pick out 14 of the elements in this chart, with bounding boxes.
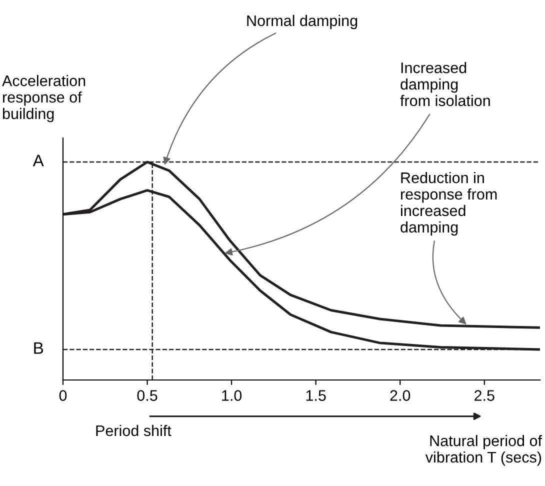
ref-line-label: A — [32, 154, 44, 166]
x-axis-title: Natural period of vibration T (secs) — [425, 435, 542, 466]
x-tick-label: 1.0 — [222, 390, 242, 401]
text: Period shift — [96, 424, 172, 436]
annotation: Normal damping — [247, 14, 358, 30]
x-tick-label: 1.5 — [306, 390, 326, 401]
x-tick-label: 2.5 — [474, 390, 494, 401]
annotation: Reduction in response from increased damping — [400, 172, 497, 236]
x-tick-label: 0.5 — [137, 390, 158, 401]
y-axis-title: Acceleration response of building — [2, 75, 86, 122]
x-tick-label: 0 — [59, 390, 67, 401]
ref-line-label: B — [34, 342, 44, 354]
annotation: Increased damping from isolation — [400, 62, 490, 106]
x-tick-label: 2.0 — [390, 390, 410, 401]
